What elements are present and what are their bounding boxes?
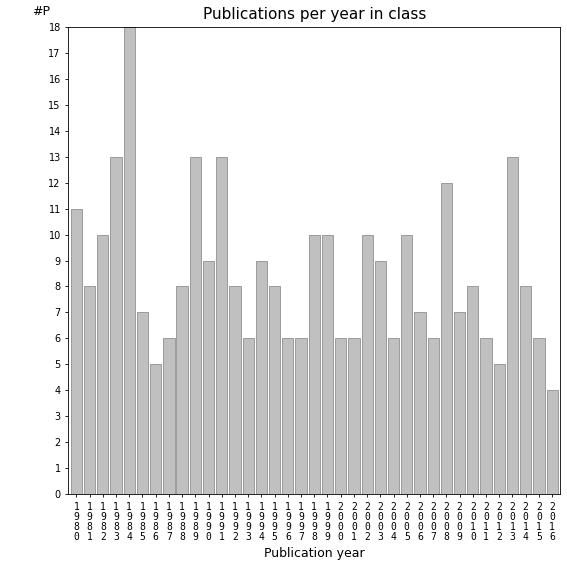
Bar — [534, 338, 544, 494]
Bar — [375, 261, 386, 494]
Title: Publications per year in class: Publications per year in class — [202, 7, 426, 22]
Bar — [243, 338, 254, 494]
Bar — [467, 286, 479, 494]
Bar — [71, 209, 82, 494]
X-axis label: Publication year: Publication year — [264, 547, 365, 560]
Bar — [163, 338, 175, 494]
Bar — [124, 27, 135, 494]
Bar — [348, 338, 359, 494]
Bar — [269, 286, 280, 494]
Bar — [282, 338, 294, 494]
Bar — [295, 338, 307, 494]
Bar — [111, 157, 122, 494]
Bar — [322, 235, 333, 494]
Bar — [203, 261, 214, 494]
Bar — [547, 390, 558, 494]
Bar — [494, 364, 505, 494]
Bar — [216, 157, 227, 494]
Bar — [308, 235, 320, 494]
Bar — [362, 235, 373, 494]
Y-axis label: #P: #P — [32, 5, 50, 18]
Bar — [401, 235, 412, 494]
Bar — [507, 157, 518, 494]
Bar — [428, 338, 439, 494]
Bar — [335, 338, 346, 494]
Bar — [520, 286, 531, 494]
Bar — [190, 157, 201, 494]
Bar — [454, 312, 466, 494]
Bar — [230, 286, 240, 494]
Bar — [256, 261, 267, 494]
Bar — [441, 183, 452, 494]
Bar — [414, 312, 426, 494]
Bar — [97, 235, 108, 494]
Bar — [137, 312, 148, 494]
Bar — [388, 338, 399, 494]
Bar — [176, 286, 188, 494]
Bar — [84, 286, 95, 494]
Bar — [480, 338, 492, 494]
Bar — [150, 364, 161, 494]
